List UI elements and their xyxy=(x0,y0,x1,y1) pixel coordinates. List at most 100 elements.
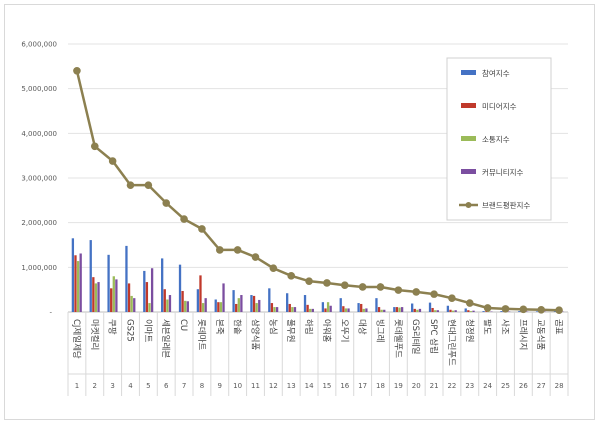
category-label: 삼양식품 xyxy=(250,319,261,350)
line-point xyxy=(358,283,367,291)
line-point xyxy=(198,225,206,233)
rank-label: 3 xyxy=(110,382,114,390)
line-point xyxy=(251,253,260,261)
line-point xyxy=(126,181,135,189)
bar-참여지수 xyxy=(536,311,539,312)
y-tick-label: - xyxy=(49,309,52,317)
y-tick-label: 6,000,000 xyxy=(21,41,57,49)
y-tick-label: 1,000,000 xyxy=(21,264,57,272)
bar-커뮤니티지수 xyxy=(383,309,386,312)
category-label: 세븐일레븐 xyxy=(160,319,170,358)
bar-소통지수 xyxy=(326,302,330,312)
bar-커뮤니티지수 xyxy=(79,253,82,312)
rank-label: 24 xyxy=(483,382,492,390)
rank-label: 27 xyxy=(537,382,546,390)
bar-미디어지수 xyxy=(288,303,291,312)
bar-미디어지수 xyxy=(306,304,309,312)
bar-미디어지수 xyxy=(217,302,220,312)
bar-참여지수 xyxy=(375,298,378,312)
line-point xyxy=(376,283,385,291)
bar-소통지수 xyxy=(309,308,312,312)
rank-label: 8 xyxy=(200,382,204,390)
category-label: 마켓컬리 xyxy=(89,319,100,350)
bar-소통지수 xyxy=(469,311,473,312)
rank-label: 2 xyxy=(93,382,97,390)
category-label: 곰표 xyxy=(553,319,563,335)
legend-label: 소통지수 xyxy=(482,135,510,144)
y-tick-label: 5,000,000 xyxy=(21,85,57,93)
bar-미디어지수 xyxy=(377,307,381,312)
bar-소통지수 xyxy=(398,307,401,312)
bar-미디어지수 xyxy=(467,310,470,312)
rank-label: 28 xyxy=(555,382,564,390)
bar-참여지수 xyxy=(71,238,75,312)
category-label: 사조 xyxy=(500,319,510,335)
bar-소통지수 xyxy=(130,295,133,312)
legend-label: 커뮤니티지수 xyxy=(482,168,523,177)
category-label: 하림 xyxy=(303,319,314,335)
bar-미디어지수 xyxy=(181,291,184,312)
line-point xyxy=(555,306,563,315)
bar-커뮤니티지수 xyxy=(186,301,189,312)
category-label: 프레시지 xyxy=(517,319,527,350)
category-label: 롯데웰푸드 xyxy=(392,319,403,358)
bar-소통지수 xyxy=(380,309,383,312)
line-point xyxy=(323,279,331,287)
category-label: CJ제일제당 xyxy=(71,319,82,359)
bar-미디어지수 xyxy=(342,306,345,312)
line-point xyxy=(537,305,546,314)
bar-소통지수 xyxy=(255,303,258,312)
legend-swatch xyxy=(461,136,476,141)
bar-참여지수 xyxy=(196,289,200,312)
bar-미디어지수 xyxy=(449,309,452,312)
line-point xyxy=(233,246,242,254)
rank-label: 11 xyxy=(251,382,260,390)
bar-참여지수 xyxy=(303,295,307,312)
bar-소통지수 xyxy=(344,308,348,312)
legend-label: 미디어지수 xyxy=(482,101,517,111)
bar-참여지수 xyxy=(250,295,253,312)
bar-커뮤니티지수 xyxy=(258,299,261,312)
bar-소통지수 xyxy=(166,299,169,312)
bar-커뮤니티지수 xyxy=(329,305,332,312)
category-label: 팔도 xyxy=(482,319,493,335)
bar-참여지수 xyxy=(428,302,432,312)
line-point xyxy=(394,286,403,294)
line-point xyxy=(430,290,438,298)
rank-label: 17 xyxy=(358,382,367,390)
bar-소통지수 xyxy=(273,307,276,312)
bar-미디어지수 xyxy=(413,308,416,312)
bar-커뮤니티지수 xyxy=(400,307,404,312)
bar-소통지수 xyxy=(451,310,455,312)
rank-label: 4 xyxy=(128,382,133,390)
bar-미디어지수 xyxy=(74,255,77,312)
rank-label: 6 xyxy=(164,382,169,390)
bar-미디어지수 xyxy=(431,307,434,312)
category-label: GS25 xyxy=(125,319,135,342)
category-label: 아워홈 xyxy=(321,319,332,343)
legend-marker xyxy=(465,202,472,208)
bar-참여지수 xyxy=(411,303,414,312)
bar-커뮤니티지수 xyxy=(311,308,314,312)
line-브랜드평판지수 xyxy=(75,70,560,312)
bar-미디어지수 xyxy=(252,295,256,312)
bar-소통지수 xyxy=(219,302,223,312)
bar-참여지수 xyxy=(286,293,289,312)
line-point xyxy=(215,246,224,254)
bar-커뮤니티지수 xyxy=(275,307,279,312)
category-label: 쿠팡 xyxy=(107,319,118,335)
rank-label: 1 xyxy=(75,382,79,390)
rank-label: 22 xyxy=(447,382,456,390)
category-label: 현대그린푸드 xyxy=(446,319,457,366)
line-point xyxy=(162,199,171,207)
bar-참여지수 xyxy=(393,307,396,312)
y-tick-label: 4,000,000 xyxy=(21,130,57,138)
bar-커뮤니티지수 xyxy=(97,282,100,312)
bar-미디어지수 xyxy=(360,303,363,312)
line-point xyxy=(180,215,188,223)
category-label: 롯데마트 xyxy=(196,319,206,350)
rank-label: 26 xyxy=(519,382,528,390)
bar-미디어지수 xyxy=(145,282,149,312)
legend-swatch xyxy=(461,70,476,75)
category-label: 빙그레 xyxy=(375,319,385,342)
